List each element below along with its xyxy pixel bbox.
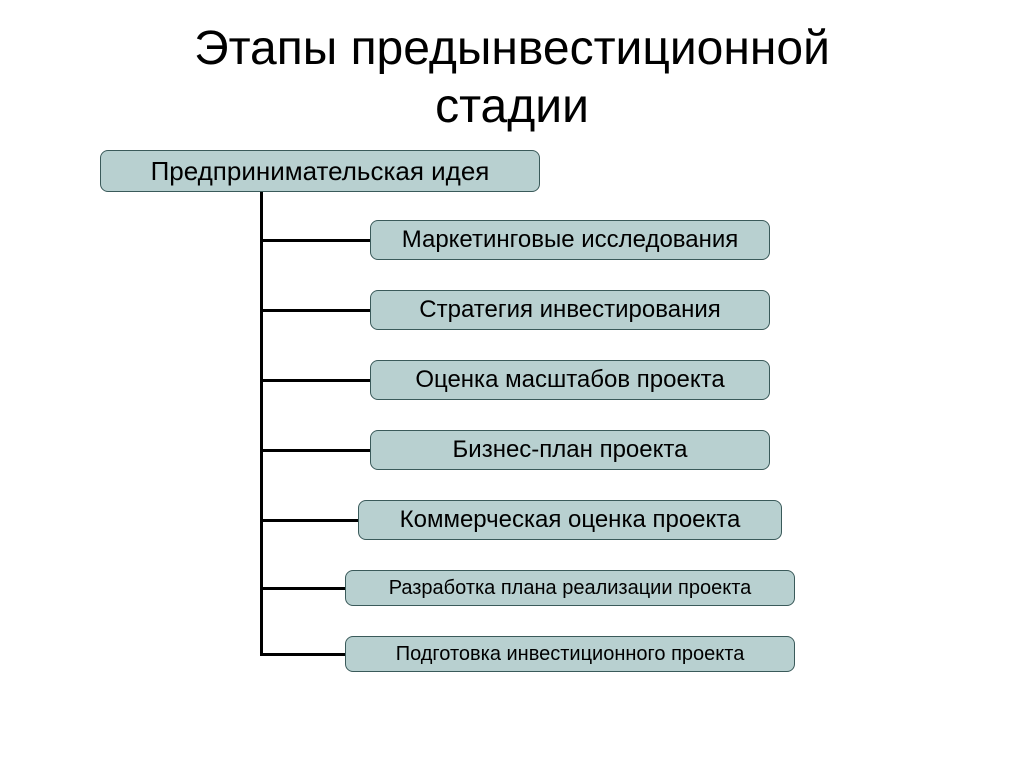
child-node-2-label: Оценка масштабов проекта: [415, 366, 724, 394]
child-node-3-label: Бизнес-план проекта: [453, 436, 688, 464]
root-node-label: Предпринимательская идея: [151, 156, 490, 187]
connector-h-0: [260, 239, 370, 242]
child-node-2: Оценка масштабов проекта: [370, 360, 770, 400]
connector-vertical: [260, 192, 263, 654]
title-line-2: стадии: [435, 80, 589, 133]
connector-h-6: [260, 653, 345, 656]
child-node-4: Коммерческая оценка проекта: [358, 500, 782, 540]
child-node-1: Стратегия инвестирования: [370, 290, 770, 330]
connector-h-4: [260, 519, 358, 522]
child-node-5: Разработка плана реализации проекта: [345, 570, 795, 606]
child-node-3: Бизнес-план проекта: [370, 430, 770, 470]
child-node-6: Подготовка инвестиционного проекта: [345, 636, 795, 672]
connector-h-5: [260, 587, 345, 590]
child-node-4-label: Коммерческая оценка проекта: [400, 506, 741, 534]
title-line-1: Этапы предынвестиционной: [194, 22, 830, 75]
connector-h-2: [260, 379, 370, 382]
child-node-0: Маркетинговые исследования: [370, 220, 770, 260]
child-node-0-label: Маркетинговые исследования: [402, 226, 739, 254]
child-node-1-label: Стратегия инвестирования: [419, 296, 720, 324]
page-title: Этапы предынвестиционной стадии: [0, 0, 1024, 135]
connector-h-3: [260, 449, 370, 452]
connector-h-1: [260, 309, 370, 312]
child-node-5-label: Разработка плана реализации проекта: [389, 577, 752, 600]
root-node: Предпринимательская идея: [100, 150, 540, 192]
child-node-6-label: Подготовка инвестиционного проекта: [396, 643, 745, 666]
